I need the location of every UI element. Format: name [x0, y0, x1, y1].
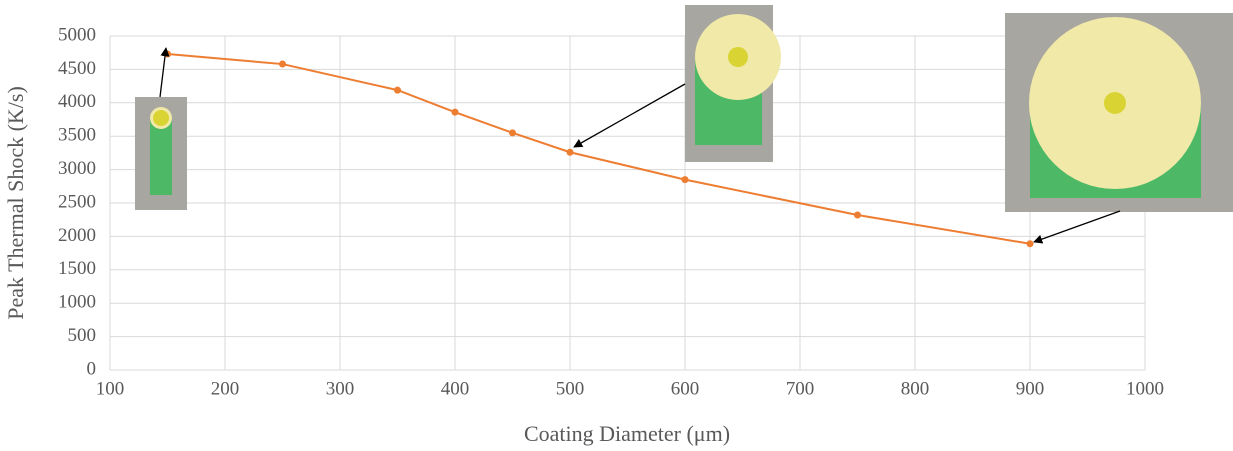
point	[509, 129, 516, 136]
y-tick-label: 4000	[58, 91, 96, 112]
inset-large	[1005, 13, 1233, 212]
y-tick-label: 2500	[58, 191, 96, 212]
grid	[110, 36, 1145, 370]
x-tick-label: 500	[556, 378, 585, 399]
y-tick-label: 3500	[58, 125, 96, 146]
chart: Coating Diameter (μm) Peak Thermal Shock…	[0, 0, 1233, 451]
point	[854, 212, 861, 219]
point	[1027, 240, 1034, 247]
line	[168, 54, 1031, 244]
point	[567, 149, 574, 156]
arrow	[574, 84, 685, 147]
x-tick-label: 400	[441, 378, 470, 399]
y-tick-label: 1000	[58, 292, 96, 313]
x-tick-label: 100	[96, 378, 125, 399]
x-tick-label: 700	[786, 378, 815, 399]
point	[279, 61, 286, 68]
x-tick-label: 200	[211, 378, 240, 399]
y-axis-title: Peak Thermal Shock (K/s)	[3, 86, 28, 320]
y-tick-label: 500	[68, 325, 97, 346]
y-tick-label: 2000	[58, 225, 96, 246]
x-tick-label: 1000	[1126, 378, 1164, 399]
x-tick-label: 800	[901, 378, 930, 399]
y-tick-label: 5000	[58, 24, 96, 45]
x-tick-label: 900	[1016, 378, 1045, 399]
y-tick-label: 0	[87, 358, 97, 379]
y-tick-label: 3000	[58, 158, 96, 179]
y-tick-label: 1500	[58, 258, 96, 279]
x-tick-label: 600	[671, 378, 700, 399]
x-axis-title: Coating Diameter (μm)	[524, 421, 730, 446]
point	[452, 109, 459, 116]
arrow	[160, 48, 166, 97]
page: Coating Diameter (μm) Peak Thermal Shock…	[0, 0, 1233, 451]
point	[682, 176, 689, 183]
arrow	[1034, 211, 1120, 242]
y-tick-label: 4500	[58, 58, 96, 79]
point	[394, 87, 401, 94]
inset-medium	[685, 5, 781, 162]
marks	[164, 51, 1034, 248]
inset-small	[135, 97, 187, 210]
x-tick-label: 300	[326, 378, 355, 399]
